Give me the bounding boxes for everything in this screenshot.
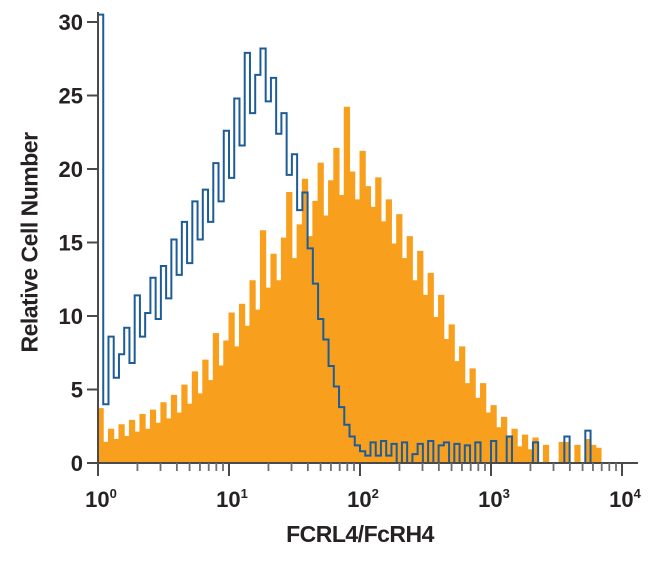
y-tick-label: 10 (59, 304, 83, 329)
x-tick-label: 101 (216, 486, 248, 512)
x-axis-title: FCRL4/FcRH4 (286, 521, 434, 547)
y-tick-label: 25 (59, 84, 83, 109)
y-tick-label: 5 (71, 378, 83, 403)
y-tick-label: 20 (59, 157, 83, 182)
y-tick-label: 30 (59, 10, 83, 35)
x-tick-label: 102 (347, 486, 379, 512)
stained-filled-histogram (97, 106, 622, 464)
x-tick-label: 104 (609, 486, 641, 512)
y-axis-title: Relative Cell Number (16, 132, 43, 353)
y-tick-label: 0 (71, 451, 83, 476)
y-tick-label: 15 (59, 231, 83, 256)
x-tick-label: 103 (478, 486, 510, 512)
x-tick-label: 100 (85, 486, 117, 512)
